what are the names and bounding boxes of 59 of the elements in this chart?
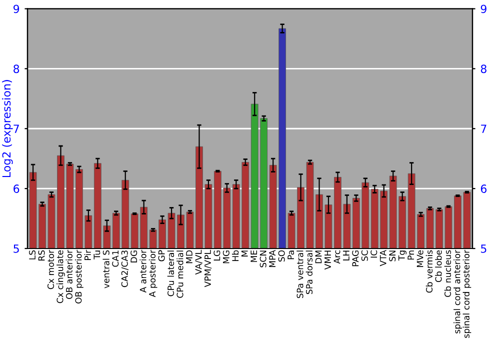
x-tick-label: PAG xyxy=(352,250,359,266)
x-tick-label: Cx motor xyxy=(47,250,54,290)
x-tick-label: RS xyxy=(38,250,45,260)
x-tick-label: LG xyxy=(214,250,220,261)
y-tick-label: 6 xyxy=(14,184,20,193)
x-tick-label: A anterior xyxy=(140,250,146,293)
x-tick-label: SN xyxy=(389,250,396,262)
x-tick-label: ventral S xyxy=(102,250,110,288)
x-tick-label: Cb vermis xyxy=(426,250,433,293)
x-tick-label: SPa ventral xyxy=(296,250,304,298)
x-tick-label: M xyxy=(241,250,248,256)
x-tick-label: LH xyxy=(343,250,350,260)
y-axis-title: Log2 (expression) xyxy=(2,80,13,178)
x-tick-label: Tu xyxy=(94,250,100,260)
y2-tick-label: 6 xyxy=(480,184,487,193)
x-tick-label: VA/VL xyxy=(195,250,202,275)
y2-tick-label: 8 xyxy=(480,64,486,74)
x-tick-label: SO xyxy=(278,250,285,262)
x-tick-label: LS xyxy=(29,250,36,260)
x-tick-label: OB posterior xyxy=(75,250,84,304)
x-tick-label: Pa xyxy=(288,250,294,260)
x-tick-label: Cx cingulate xyxy=(56,250,65,304)
x-tick-label: SC xyxy=(361,250,368,261)
x-tick-label: Cb nucleus xyxy=(444,250,451,297)
x-tick-label: ME xyxy=(250,250,257,262)
x-tick-label: spinal cord anterior xyxy=(454,250,462,334)
x-tick-label: Hb xyxy=(232,250,239,261)
y2-tick-label: 9 xyxy=(480,4,486,14)
y2-tick-label: 5 xyxy=(480,244,486,253)
x-tick-label: spinal cord posterior xyxy=(462,250,472,338)
x-tick-label: OB anterior xyxy=(66,250,72,299)
x-tick-label: CA2/CA3 xyxy=(121,250,129,288)
x-tick-label: VPM/VPL xyxy=(204,250,212,288)
x-tick-label: VTA xyxy=(380,250,386,266)
x-tick-label: CPu lateral xyxy=(167,250,174,296)
x-tick-label: CPu medial xyxy=(176,250,184,298)
x-tick-label: MG xyxy=(222,250,230,264)
x-tick-label: IC xyxy=(370,250,378,258)
y-tick-label: 9 xyxy=(13,4,20,14)
x-tick-label: MD xyxy=(186,250,192,264)
y-tick-label: 8 xyxy=(14,64,20,74)
x-tick-label: A posterior xyxy=(148,250,158,298)
x-tick-label: MPA xyxy=(269,250,276,268)
y-tick-label: 7 xyxy=(14,124,19,133)
x-tick-label: MVe xyxy=(416,250,424,267)
y2-tick-label: 7 xyxy=(481,124,486,133)
x-tick-label: DG xyxy=(130,250,138,262)
x-tick-label: Arc xyxy=(334,250,340,264)
x-tick-label: CA1 xyxy=(112,250,119,267)
x-tick-label: GP xyxy=(158,250,165,262)
x-tick-label: SPa dorsal xyxy=(306,250,313,294)
x-tick-label: SCN xyxy=(260,250,266,268)
x-tick-label: Cb lobe xyxy=(435,250,442,282)
x-tick-label: Pir xyxy=(84,250,91,260)
x-tick-label: DM xyxy=(315,250,322,264)
x-tick-label: Tg xyxy=(398,250,406,261)
y-tick-label: 5 xyxy=(14,244,19,253)
x-tick-label: Pn xyxy=(408,250,414,260)
x-tick-label: VMH xyxy=(324,250,331,270)
